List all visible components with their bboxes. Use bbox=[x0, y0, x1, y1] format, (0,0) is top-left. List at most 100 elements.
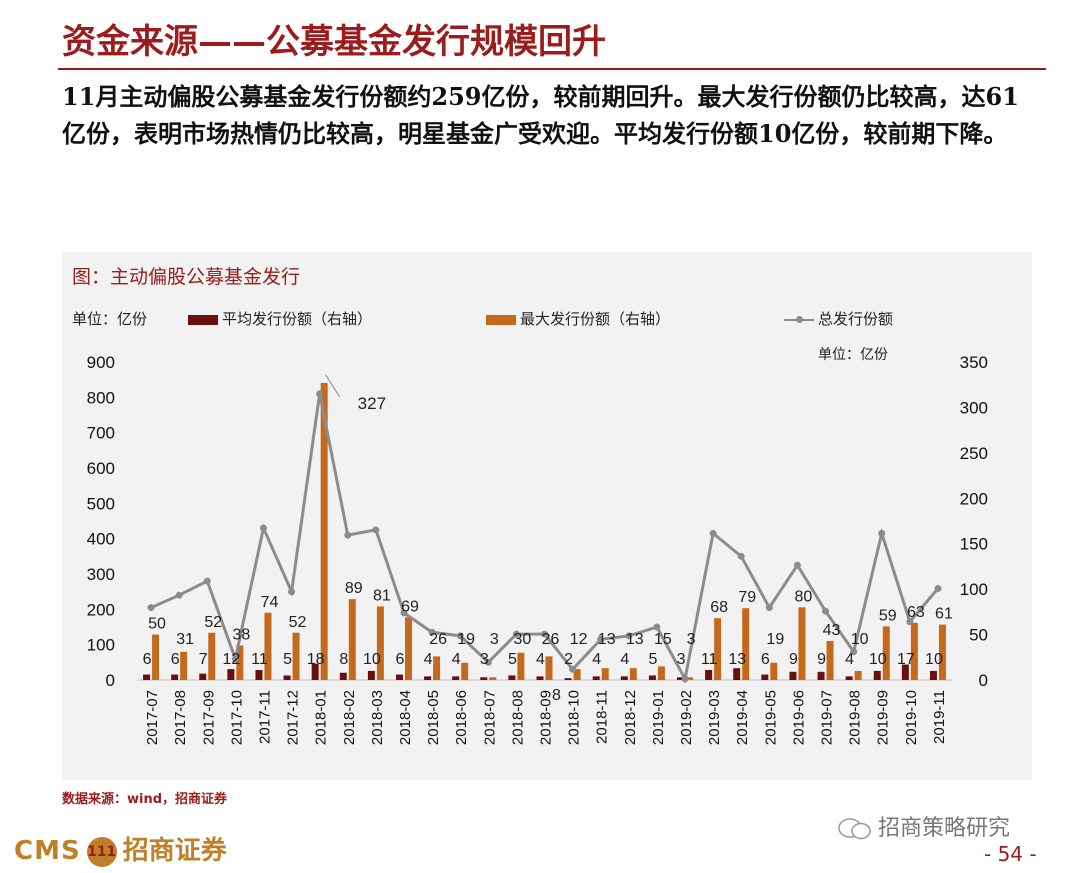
total-point bbox=[597, 635, 605, 643]
legend-max-label: 最大发行份额（右轴） bbox=[520, 310, 671, 328]
avg-data-label: 3 bbox=[480, 651, 489, 668]
avg-bar bbox=[592, 676, 600, 680]
max-data-label: 89 bbox=[345, 580, 363, 597]
avg-bar bbox=[424, 676, 432, 680]
avg-bar bbox=[199, 673, 207, 680]
legend-total-marker bbox=[784, 315, 814, 323]
avg-bar bbox=[339, 672, 347, 680]
y-right-tick-label: 50 bbox=[969, 626, 988, 645]
max-bar bbox=[938, 624, 946, 680]
x-tick-label: 2018-03 bbox=[369, 690, 386, 745]
y-left-tick-label: 700 bbox=[87, 424, 115, 443]
max-bar bbox=[629, 668, 637, 680]
max-bar bbox=[573, 669, 581, 680]
x-tick-label: 2019-07 bbox=[819, 690, 836, 745]
max-bar bbox=[657, 666, 665, 680]
max-bar bbox=[910, 622, 918, 680]
max-data-label: 52 bbox=[289, 614, 307, 631]
avg-data-label: 4 bbox=[424, 651, 433, 668]
avg-data-label: 7 bbox=[199, 651, 208, 668]
total-point bbox=[822, 607, 830, 615]
x-tick-label: 2018-04 bbox=[397, 690, 414, 745]
x-tick-label: 2019-03 bbox=[706, 690, 723, 745]
y-left-tick-label: 100 bbox=[87, 636, 115, 655]
max-bar bbox=[376, 606, 384, 680]
avg-data-label: 8 bbox=[339, 651, 348, 668]
max-data-label: 15 bbox=[654, 631, 672, 648]
page-description: 11月主动偏股公募基金发行份额约259亿份，较前期回升。最大发行份额仍比较高，达… bbox=[62, 82, 1019, 148]
brand-logo: CMS 111 招商证券 bbox=[14, 830, 227, 867]
total-point bbox=[316, 390, 324, 398]
y-right-tick-label: 350 bbox=[960, 353, 988, 372]
total-point bbox=[203, 577, 211, 585]
brand-name: 招商证券 bbox=[122, 836, 227, 866]
total-callout-label: 8 bbox=[552, 687, 561, 704]
y-left-tick-label: 200 bbox=[87, 600, 115, 619]
chart-legend: 单位：亿份 平均发行份额（右轴） 最大发行份额（右轴） 总发行份额 bbox=[72, 308, 1022, 332]
avg-data-label: 5 bbox=[283, 651, 292, 668]
x-tick-label: 2019-06 bbox=[790, 690, 807, 745]
avg-bar bbox=[508, 675, 516, 680]
max-bar bbox=[433, 656, 441, 680]
max-data-label: 31 bbox=[176, 631, 194, 648]
total-point bbox=[344, 531, 352, 539]
total-point bbox=[625, 632, 633, 640]
max-bar bbox=[545, 656, 553, 680]
max-data-label: 26 bbox=[429, 631, 447, 648]
avg-bar bbox=[171, 674, 179, 680]
max-bar bbox=[517, 652, 525, 680]
chart-panel: 图：主动偏股公募基金发行 单位：亿份 平均发行份额（右轴） 最大发行份额（右轴）… bbox=[62, 252, 1032, 780]
max-bar bbox=[208, 632, 216, 680]
total-point bbox=[484, 658, 492, 666]
x-tick-label: 2017-09 bbox=[200, 690, 217, 745]
legend-total-label: 总发行份额 bbox=[818, 310, 894, 328]
x-tick-label: 2019-09 bbox=[875, 690, 892, 745]
unit-right-label: 单位：亿份 bbox=[818, 347, 888, 363]
avg-data-label: 12 bbox=[222, 651, 240, 668]
max-bar bbox=[798, 607, 806, 680]
avg-data-label: 6 bbox=[171, 651, 180, 668]
avg-bar bbox=[564, 678, 572, 680]
avg-bar bbox=[789, 671, 797, 680]
total-point bbox=[175, 591, 183, 599]
title-divider bbox=[58, 68, 1046, 70]
max-bar bbox=[770, 662, 778, 680]
x-tick-label: 2018-12 bbox=[622, 690, 639, 745]
avg-data-label: 5 bbox=[508, 651, 517, 668]
x-tick-label: 2017-08 bbox=[172, 690, 189, 745]
y-right-tick-label: 250 bbox=[960, 444, 988, 463]
avg-bar bbox=[395, 674, 403, 680]
wechat-account: 招商策略研究 bbox=[878, 816, 1011, 841]
max-bar bbox=[854, 670, 862, 680]
unit-left-label: 单位：亿份 bbox=[72, 310, 148, 328]
avg-data-label: 10 bbox=[925, 651, 943, 668]
avg-bar bbox=[620, 676, 628, 680]
x-tick-label: 2017-11 bbox=[256, 690, 273, 744]
total-point bbox=[681, 675, 689, 683]
avg-bar bbox=[677, 677, 685, 680]
x-tick-label: 2018-05 bbox=[425, 690, 442, 745]
avg-data-label: 5 bbox=[648, 651, 657, 668]
max-data-label: 79 bbox=[738, 589, 756, 606]
max-bar bbox=[742, 608, 750, 680]
max-data-label: 12 bbox=[570, 631, 588, 648]
max-data-label: 10 bbox=[851, 631, 869, 648]
max-data-label: 74 bbox=[261, 594, 279, 611]
y-right-tick-label: 300 bbox=[960, 398, 988, 417]
avg-bar bbox=[873, 670, 881, 680]
y-left-tick-label: 400 bbox=[87, 530, 115, 549]
x-tick-label: 2017-12 bbox=[285, 690, 302, 745]
total-point bbox=[878, 529, 886, 537]
avg-data-label: 9 bbox=[817, 651, 826, 668]
y-left-tick-label: 0 bbox=[106, 671, 115, 690]
max-data-label: 80 bbox=[795, 588, 813, 605]
avg-bar bbox=[929, 670, 937, 680]
avg-bar bbox=[480, 677, 488, 680]
avg-data-label: 3 bbox=[677, 651, 686, 668]
avg-bar bbox=[311, 663, 319, 680]
avg-data-label: 4 bbox=[452, 651, 461, 668]
total-point bbox=[765, 604, 773, 612]
y-right-tick-label: 150 bbox=[960, 535, 988, 554]
max-data-label: 43 bbox=[823, 622, 841, 639]
avg-data-label: 17 bbox=[897, 651, 915, 668]
